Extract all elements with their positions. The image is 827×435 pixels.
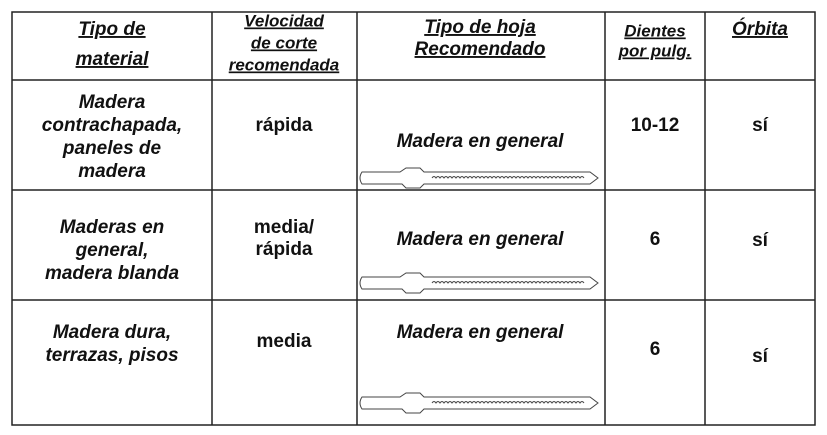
- material: madera blanda: [45, 263, 180, 284]
- material: Maderas en: [60, 217, 165, 238]
- header-text: Dientes: [624, 21, 685, 40]
- material: Madera dura,: [53, 322, 171, 343]
- teeth: 6: [650, 229, 661, 250]
- table-border: [11, 11, 816, 426]
- material: general,: [75, 240, 149, 261]
- header-text: Tipo de hoja: [424, 17, 536, 38]
- material: madera: [78, 161, 146, 182]
- material: terrazas, pisos: [45, 345, 178, 366]
- material: contrachapada,: [42, 115, 182, 136]
- header-text: de corte: [251, 33, 317, 52]
- speed: rápida: [255, 115, 312, 136]
- grid: [12, 12, 815, 425]
- header-text: material: [76, 49, 150, 70]
- orbit: sí: [752, 115, 769, 136]
- blade-type: Madera en general: [397, 322, 565, 343]
- blade-type: Madera en general: [397, 229, 565, 250]
- header-text: Recomendado: [415, 39, 546, 60]
- material: paneles de: [62, 138, 162, 159]
- header-text: Órbita: [732, 18, 788, 40]
- header-text: Tipo de: [78, 19, 146, 40]
- material: Madera: [79, 92, 146, 113]
- speed: rápida: [255, 239, 312, 260]
- header-text: Velocidad: [244, 11, 324, 30]
- orbit: sí: [752, 230, 769, 251]
- blade-drawing: [359, 167, 599, 189]
- blade-drawing: [359, 272, 599, 294]
- orbit: sí: [752, 346, 769, 367]
- header-text: por pulg.: [618, 41, 692, 60]
- blade-type: Madera en general: [397, 131, 565, 152]
- speed: media: [257, 331, 312, 352]
- blade-drawing: [359, 392, 599, 414]
- teeth: 10-12: [631, 115, 680, 136]
- speed: media/: [254, 217, 315, 238]
- teeth: 6: [650, 339, 661, 360]
- header-text: recomendada: [229, 55, 340, 74]
